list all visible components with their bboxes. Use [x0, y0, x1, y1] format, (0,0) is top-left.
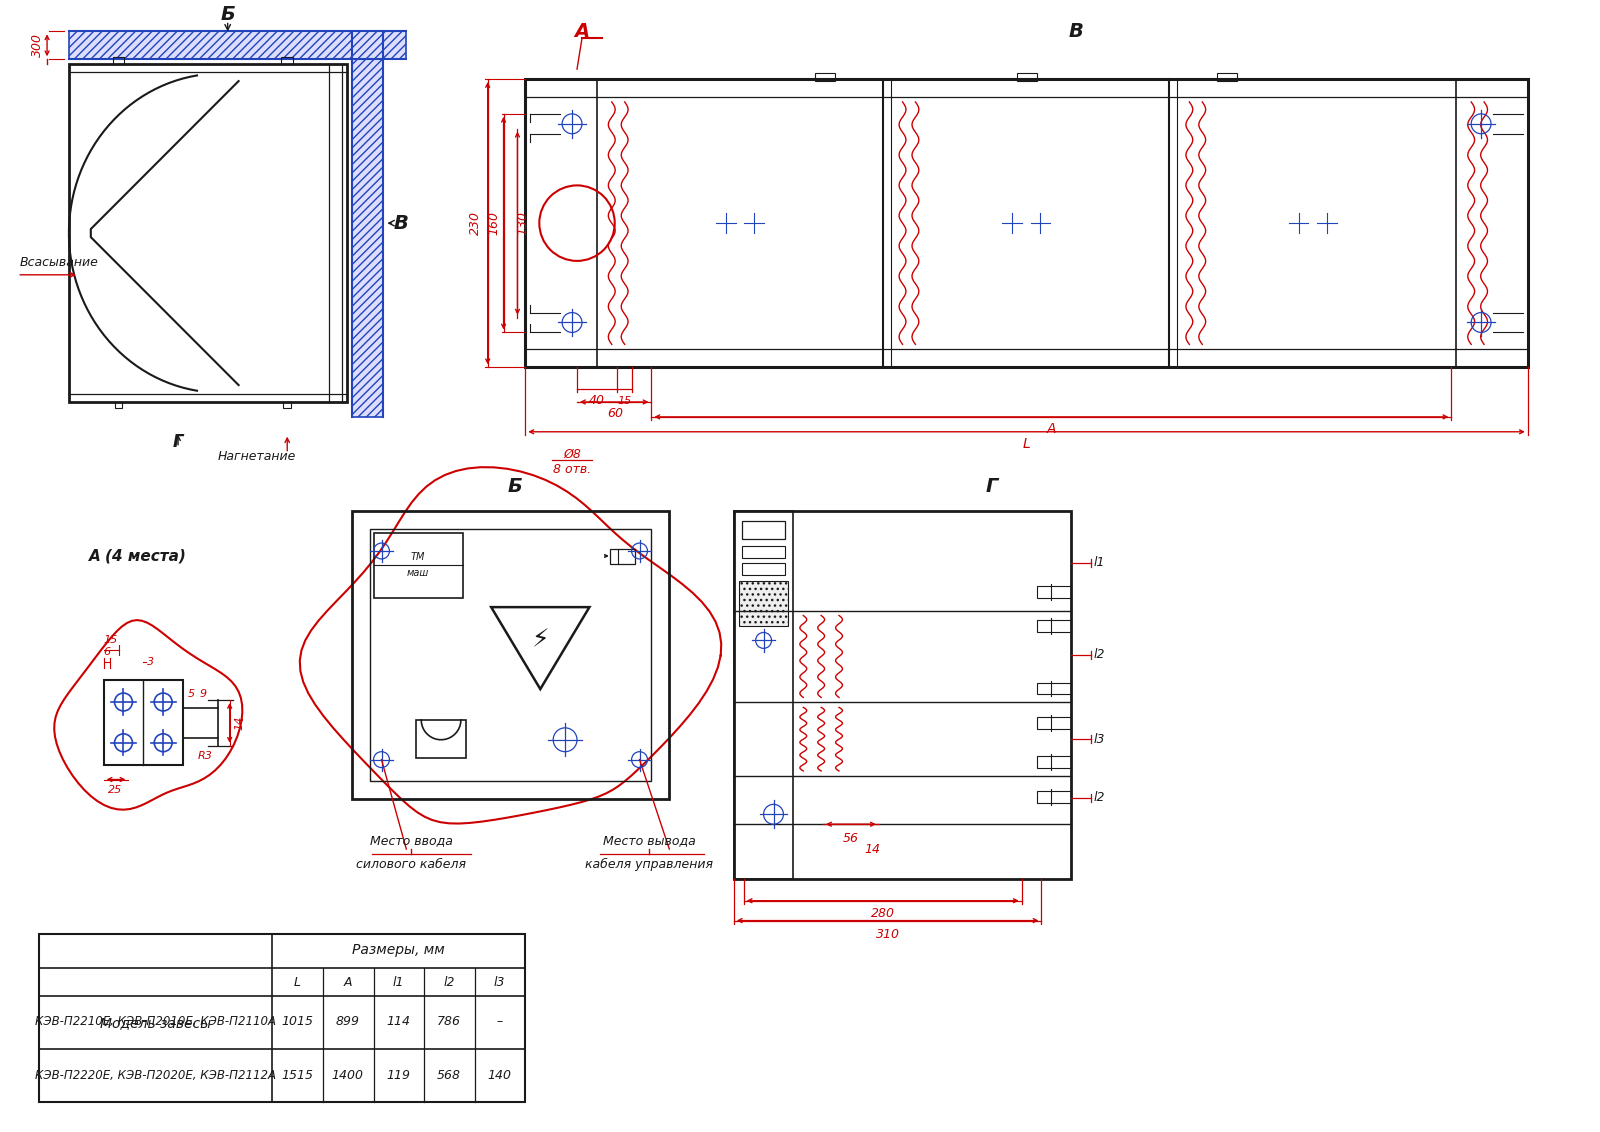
Text: КЭВ-П2210Е, КЭВ-П2010Е, КЭВ-П2110А: КЭВ-П2210Е, КЭВ-П2010Е, КЭВ-П2110А — [35, 1015, 275, 1029]
Text: R3: R3 — [197, 751, 213, 761]
Text: 1515: 1515 — [282, 1069, 314, 1082]
Text: А: А — [574, 22, 589, 41]
Bar — [814, 74, 835, 82]
Text: 160: 160 — [486, 212, 501, 235]
Bar — [525, 350, 1528, 367]
Bar — [610, 549, 635, 564]
Text: 14: 14 — [864, 842, 880, 856]
Text: l3: l3 — [494, 976, 506, 988]
Text: Модель завесы: Модель завесы — [99, 1015, 211, 1030]
Text: Г: Г — [986, 477, 998, 496]
Text: L: L — [1022, 437, 1030, 451]
Text: 1015: 1015 — [282, 1015, 314, 1029]
Bar — [1016, 74, 1037, 82]
Bar — [1037, 620, 1072, 633]
Text: Размеры, мм: Размеры, мм — [352, 943, 445, 958]
Text: Место вывода: Место вывода — [603, 834, 696, 848]
Text: 5: 5 — [187, 689, 195, 700]
Text: кабеля управления: кабеля управления — [586, 858, 714, 872]
Text: 9: 9 — [200, 689, 206, 700]
Text: l2: l2 — [1093, 791, 1104, 805]
Text: 230: 230 — [469, 212, 482, 235]
Text: Всасывание: Всасывание — [19, 256, 98, 269]
Bar — [38, 934, 525, 1103]
Bar — [282, 58, 293, 65]
Text: 15: 15 — [104, 635, 118, 645]
Text: силового кабеля: силового кабеля — [357, 858, 466, 872]
Text: 40: 40 — [589, 394, 605, 408]
Text: 786: 786 — [437, 1015, 461, 1029]
Text: 114: 114 — [386, 1015, 410, 1029]
Text: 56: 56 — [843, 832, 859, 844]
Text: A: A — [1046, 422, 1056, 436]
Text: 15: 15 — [618, 396, 632, 406]
Text: Ø8: Ø8 — [563, 448, 581, 461]
Text: l2: l2 — [1093, 649, 1104, 661]
Text: 14: 14 — [235, 715, 245, 730]
Bar — [742, 546, 786, 558]
Text: 119: 119 — [386, 1069, 410, 1082]
Text: Нагнетание: Нагнетание — [218, 451, 296, 463]
Text: КЭВ-П2220Е, КЭВ-П2020Е, КЭВ-П2112А: КЭВ-П2220Е, КЭВ-П2020Е, КЭВ-П2112А — [35, 1069, 275, 1082]
Bar — [115, 402, 123, 408]
Text: 25: 25 — [109, 786, 123, 796]
Text: –: – — [496, 1015, 502, 1029]
Bar — [734, 512, 794, 878]
Text: 140: 140 — [488, 1069, 512, 1082]
Bar — [352, 512, 669, 799]
Bar — [352, 32, 384, 417]
Text: 8 отв.: 8 отв. — [554, 463, 590, 477]
Bar — [739, 581, 789, 626]
Bar — [69, 32, 406, 59]
Bar — [112, 58, 125, 65]
Bar — [69, 65, 347, 402]
Text: 3: 3 — [147, 658, 154, 667]
Bar — [1037, 585, 1072, 598]
Text: В: В — [394, 214, 408, 233]
Bar — [525, 79, 1528, 367]
Text: А (4 места): А (4 места) — [88, 549, 187, 564]
Text: В: В — [1069, 22, 1083, 41]
Bar — [1037, 718, 1072, 729]
Bar — [734, 512, 1072, 878]
Text: l1: l1 — [1093, 556, 1104, 569]
Bar — [742, 521, 786, 539]
Text: 1400: 1400 — [331, 1069, 363, 1082]
Text: A: A — [344, 976, 352, 988]
Text: 899: 899 — [336, 1015, 360, 1029]
Text: L: L — [294, 976, 301, 988]
Bar — [104, 680, 182, 764]
Text: l2: l2 — [443, 976, 454, 988]
Text: ТМ: ТМ — [411, 552, 426, 561]
Bar — [370, 529, 651, 781]
Bar — [1456, 79, 1528, 367]
Text: 6: 6 — [102, 648, 110, 658]
Text: 60: 60 — [606, 408, 622, 420]
Bar — [1218, 74, 1237, 82]
Text: 300: 300 — [30, 33, 43, 58]
Bar — [283, 402, 291, 408]
Text: маш: маш — [406, 568, 429, 577]
Text: l1: l1 — [392, 976, 405, 988]
Bar — [1037, 791, 1072, 803]
Bar — [525, 79, 597, 367]
Bar — [1037, 756, 1072, 767]
Text: 568: 568 — [437, 1069, 461, 1082]
Text: 310: 310 — [875, 928, 899, 941]
Text: Г: Г — [173, 432, 184, 451]
Text: Б: Б — [509, 477, 523, 496]
Text: Б: Б — [221, 5, 235, 24]
Bar — [373, 533, 462, 598]
Bar — [742, 563, 786, 575]
Text: 280: 280 — [870, 907, 894, 920]
Text: Место ввода: Место ввода — [370, 834, 453, 848]
Bar — [1037, 683, 1072, 694]
Bar — [416, 720, 466, 757]
Text: ⚡: ⚡ — [531, 628, 549, 652]
Bar — [525, 79, 1528, 97]
Text: 130: 130 — [515, 212, 530, 235]
Text: l3: l3 — [1093, 732, 1104, 746]
